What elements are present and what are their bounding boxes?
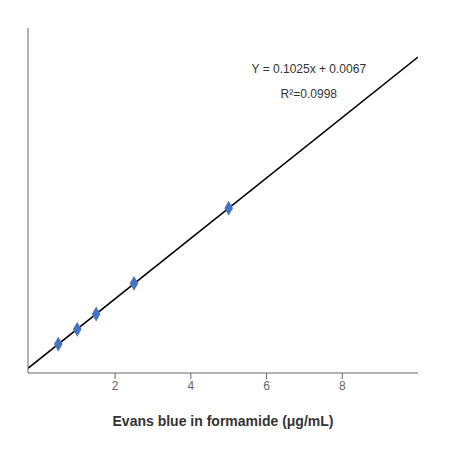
html-text:Y = 0.1025x + 0.0067: Y = 0.1025x + 0.0067 [251,62,367,77]
html-text:R²=0.0998: R²=0.0998 [280,86,337,101]
svg-text:6: 6 [263,379,270,393]
svg-text:8: 8 [339,379,346,393]
svg-text:Evans blue in formamide (μg/mL: Evans blue in formamide (μg/mL) [113,413,334,429]
svg-text:2: 2 [112,379,119,393]
svg-text:4: 4 [187,379,194,393]
